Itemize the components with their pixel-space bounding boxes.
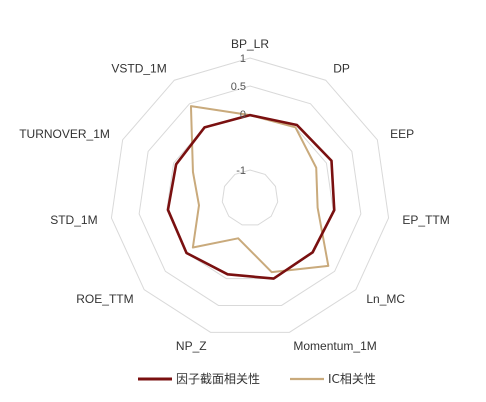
tick-label-2: 0 <box>240 109 246 121</box>
axis-label-bp-lr: BP_LR <box>231 37 269 51</box>
axis-label-np-z: NP_Z <box>176 339 207 353</box>
legend-label-1: IC相关性 <box>328 372 376 386</box>
series-line-1 <box>189 105 330 274</box>
axis-label-dp: DP <box>333 61 350 75</box>
axis-label-roe-ttm: ROE_TTM <box>76 292 133 306</box>
series-line-0 <box>166 113 336 280</box>
tick-labels: 1 0.5 0 -1 <box>231 53 246 177</box>
axis-label-std-1m: STD_1M <box>50 213 97 227</box>
tick-label-1: 0.5 <box>231 81 246 93</box>
grid-ring-2 <box>166 113 334 280</box>
axis-label-turnover-1m: TURNOVER_1M <box>19 127 110 141</box>
axis-label-vstd-1m: VSTD_1M <box>111 61 166 75</box>
axis-label-ep-ttm: EP_TTM <box>402 213 449 227</box>
axis-labels: BP_LR DP EEP EP_TTM Ln_MC Momentum_1M NP_Z ROE_… <box>19 37 450 353</box>
radar-grid <box>110 57 390 333</box>
grid-ring-0 <box>110 57 390 333</box>
radar-series <box>166 105 336 280</box>
tick-label-3: -1 <box>236 165 246 177</box>
axis-label-ln-mc: Ln_MC <box>366 292 405 306</box>
legend: 因子截面相关性 IC相关性 <box>138 372 376 386</box>
legend-label-0: 因子截面相关性 <box>176 372 260 386</box>
grid-ring-3 <box>221 169 279 226</box>
axis-label-momentum-1m: Momentum_1M <box>293 339 376 353</box>
axis-label-eep: EEP <box>390 127 414 141</box>
grid-ring-1 <box>138 85 362 306</box>
tick-label-0: 1 <box>240 53 246 65</box>
